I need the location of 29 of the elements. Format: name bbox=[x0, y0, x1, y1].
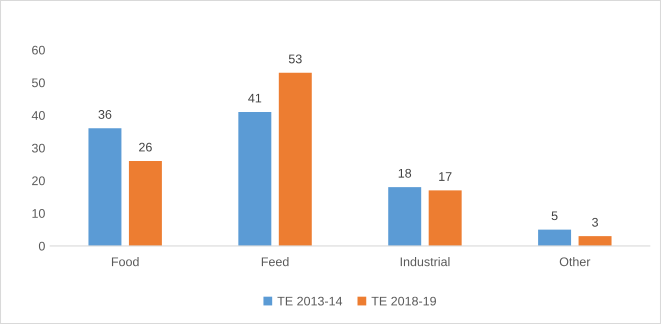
data-label: 36 bbox=[98, 110, 112, 119]
y-tick-label: 20 bbox=[32, 176, 45, 186]
bar bbox=[88, 128, 122, 246]
bar bbox=[128, 160, 162, 246]
data-label: 17 bbox=[439, 172, 452, 181]
y-tick-label: 10 bbox=[32, 209, 45, 218]
bar bbox=[388, 187, 422, 246]
data-label: 26 bbox=[139, 142, 152, 152]
bar bbox=[428, 190, 462, 246]
bar bbox=[538, 230, 572, 246]
bar bbox=[238, 112, 272, 246]
legend-label: TE 2018-19 bbox=[372, 296, 436, 306]
y-tick-label: 0 bbox=[38, 242, 45, 251]
data-label: 18 bbox=[398, 168, 412, 178]
data-label: 53 bbox=[288, 54, 302, 64]
legend-label: TE 2013-14 bbox=[277, 296, 342, 306]
bar bbox=[278, 72, 312, 246]
y-tick-label: 40 bbox=[32, 111, 45, 120]
data-label: 3 bbox=[592, 218, 598, 227]
x-tick-label: Food bbox=[112, 257, 139, 266]
data-label: 41 bbox=[248, 94, 262, 102]
y-tick-label: 50 bbox=[32, 78, 45, 88]
data-label: 5 bbox=[552, 211, 558, 220]
x-tick-label: Feed bbox=[262, 257, 288, 266]
y-tick-label: 60 bbox=[32, 46, 45, 55]
bar bbox=[578, 236, 612, 246]
x-tick-label: Other bbox=[560, 257, 590, 266]
y-tick-label: 30 bbox=[32, 144, 45, 153]
x-tick-label: Industrial bbox=[400, 257, 450, 266]
